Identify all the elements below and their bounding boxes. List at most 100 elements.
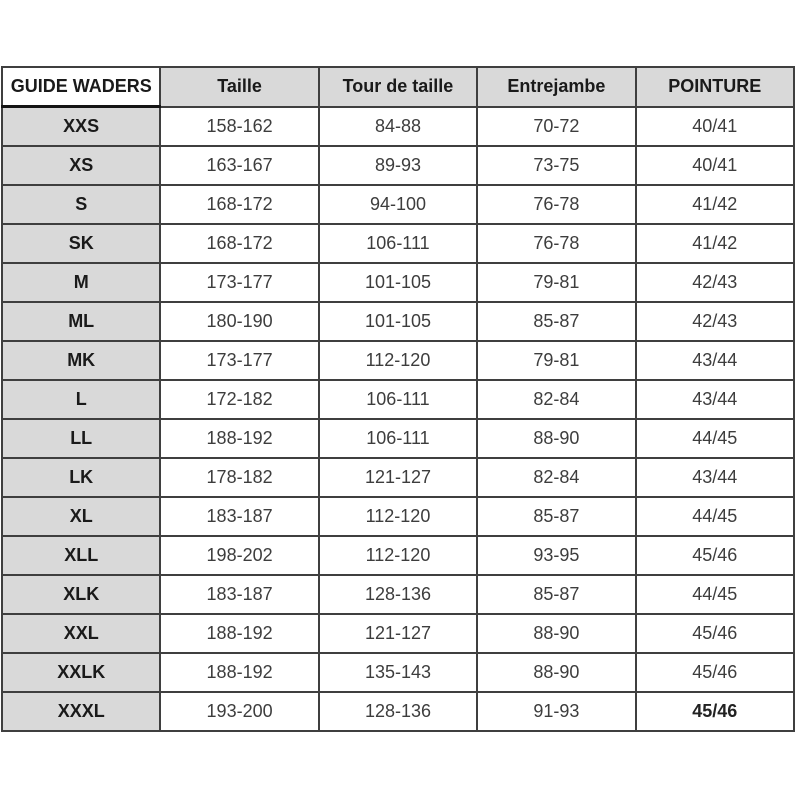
value-cell: 44/45 bbox=[634, 574, 796, 615]
value-cell: 43/44 bbox=[634, 457, 796, 498]
value-cell: 106-111 bbox=[317, 418, 479, 459]
size-guide-table: GUIDE WADERS Taille Tour de taille Entre… bbox=[0, 66, 796, 732]
size-label-cell: M bbox=[0, 262, 162, 303]
value-cell: 85-87 bbox=[476, 301, 637, 342]
value-cell: 101-105 bbox=[317, 301, 479, 342]
value-cell: 163-167 bbox=[159, 145, 320, 186]
size-label-cell: ML bbox=[0, 301, 162, 342]
value-cell: 188-192 bbox=[159, 613, 320, 654]
size-label-cell: LL bbox=[0, 418, 162, 459]
table-row: XS 163-167 89-93 73-75 40/41 bbox=[0, 145, 796, 186]
value-cell: 70-72 bbox=[476, 105, 637, 147]
table-row: XXXL 193-200 128-136 91-93 45/46 bbox=[0, 691, 796, 732]
table-row: SK 168-172 106-111 76-78 41/42 bbox=[0, 223, 796, 264]
column-header-tour-de-taille: Tour de taille bbox=[317, 66, 479, 108]
table-row: S 168-172 94-100 76-78 41/42 bbox=[0, 184, 796, 225]
value-cell: 88-90 bbox=[476, 418, 637, 459]
size-label-cell: XXXL bbox=[0, 691, 162, 732]
value-cell: 188-192 bbox=[159, 652, 320, 693]
value-cell: 188-192 bbox=[159, 418, 320, 459]
table-row: LL 188-192 106-111 88-90 44/45 bbox=[0, 418, 796, 459]
table-row: LK 178-182 121-127 82-84 43/44 bbox=[0, 457, 796, 498]
value-cell: 168-172 bbox=[159, 184, 320, 225]
value-cell: 121-127 bbox=[317, 457, 479, 498]
value-cell: 158-162 bbox=[159, 105, 320, 147]
value-cell: 168-172 bbox=[159, 223, 320, 264]
value-cell: 44/45 bbox=[634, 418, 796, 459]
size-label-cell: SK bbox=[0, 223, 162, 264]
value-cell: 89-93 bbox=[317, 145, 479, 186]
table-row: L 172-182 106-111 82-84 43/44 bbox=[0, 379, 796, 420]
table-row: MK 173-177 112-120 79-81 43/44 bbox=[0, 340, 796, 381]
table-row: XLK 183-187 128-136 85-87 44/45 bbox=[0, 574, 796, 615]
value-cell: 112-120 bbox=[317, 496, 479, 537]
value-cell: 128-136 bbox=[317, 691, 479, 732]
value-cell: 172-182 bbox=[159, 379, 320, 420]
value-cell: 94-100 bbox=[317, 184, 479, 225]
header-row: GUIDE WADERS Taille Tour de taille Entre… bbox=[0, 66, 796, 108]
value-cell: 45/46 bbox=[634, 535, 796, 576]
value-cell: 101-105 bbox=[317, 262, 479, 303]
value-cell: 183-187 bbox=[159, 496, 320, 537]
table-row: M 173-177 101-105 79-81 42/43 bbox=[0, 262, 796, 303]
value-cell: 42/43 bbox=[634, 262, 796, 303]
value-cell: 112-120 bbox=[317, 340, 479, 381]
value-cell: 121-127 bbox=[317, 613, 479, 654]
size-label-cell: XLL bbox=[0, 535, 162, 576]
value-cell: 44/45 bbox=[634, 496, 796, 537]
value-cell: 106-111 bbox=[317, 223, 479, 264]
value-cell: 88-90 bbox=[476, 652, 637, 693]
value-cell: 128-136 bbox=[317, 574, 479, 615]
size-label-cell: XXS bbox=[0, 105, 162, 147]
size-label-cell: XS bbox=[0, 145, 162, 186]
size-label-cell: MK bbox=[0, 340, 162, 381]
value-cell: 193-200 bbox=[159, 691, 320, 732]
column-header-entrejambe: Entrejambe bbox=[476, 66, 637, 108]
value-cell: 76-78 bbox=[476, 184, 637, 225]
table-row: XL 183-187 112-120 85-87 44/45 bbox=[0, 496, 796, 537]
value-cell: 41/42 bbox=[634, 223, 796, 264]
size-label-cell: XXLK bbox=[0, 652, 162, 693]
value-cell: 42/43 bbox=[634, 301, 796, 342]
value-cell: 112-120 bbox=[317, 535, 479, 576]
value-cell: 40/41 bbox=[634, 145, 796, 186]
table-row: XLL 198-202 112-120 93-95 45/46 bbox=[0, 535, 796, 576]
value-cell: 79-81 bbox=[476, 262, 637, 303]
value-cell: 178-182 bbox=[159, 457, 320, 498]
size-label-cell: XL bbox=[0, 496, 162, 537]
value-cell: 106-111 bbox=[317, 379, 479, 420]
value-cell: 76-78 bbox=[476, 223, 637, 264]
value-cell: 173-177 bbox=[159, 340, 320, 381]
value-cell: 43/44 bbox=[634, 379, 796, 420]
value-cell: 40/41 bbox=[634, 105, 796, 147]
size-label-cell: S bbox=[0, 184, 162, 225]
table-row: XXLK 188-192 135-143 88-90 45/46 bbox=[0, 652, 796, 693]
value-cell: 173-177 bbox=[159, 262, 320, 303]
value-cell: 135-143 bbox=[317, 652, 479, 693]
column-header-pointure: POINTURE bbox=[634, 66, 796, 108]
table-row: ML 180-190 101-105 85-87 42/43 bbox=[0, 301, 796, 342]
value-cell: 180-190 bbox=[159, 301, 320, 342]
size-label-cell: XXL bbox=[0, 613, 162, 654]
value-cell: 91-93 bbox=[476, 691, 637, 732]
value-cell: 85-87 bbox=[476, 496, 637, 537]
size-label-cell: XLK bbox=[0, 574, 162, 615]
value-cell: 45/46 bbox=[634, 652, 796, 693]
value-cell: 73-75 bbox=[476, 145, 637, 186]
value-cell: 88-90 bbox=[476, 613, 637, 654]
column-header-taille: Taille bbox=[159, 66, 320, 108]
value-cell: 45/46 bbox=[634, 613, 796, 654]
value-cell: 198-202 bbox=[159, 535, 320, 576]
value-cell: 93-95 bbox=[476, 535, 637, 576]
table-row: XXL 188-192 121-127 88-90 45/46 bbox=[0, 613, 796, 654]
value-cell: 183-187 bbox=[159, 574, 320, 615]
size-label-cell: L bbox=[0, 379, 162, 420]
value-cell: 82-84 bbox=[476, 457, 637, 498]
value-cell: 85-87 bbox=[476, 574, 637, 615]
value-cell: 41/42 bbox=[634, 184, 796, 225]
value-cell: 45/46 bbox=[634, 691, 796, 732]
value-cell: 84-88 bbox=[317, 105, 479, 147]
value-cell: 79-81 bbox=[476, 340, 637, 381]
value-cell: 82-84 bbox=[476, 379, 637, 420]
